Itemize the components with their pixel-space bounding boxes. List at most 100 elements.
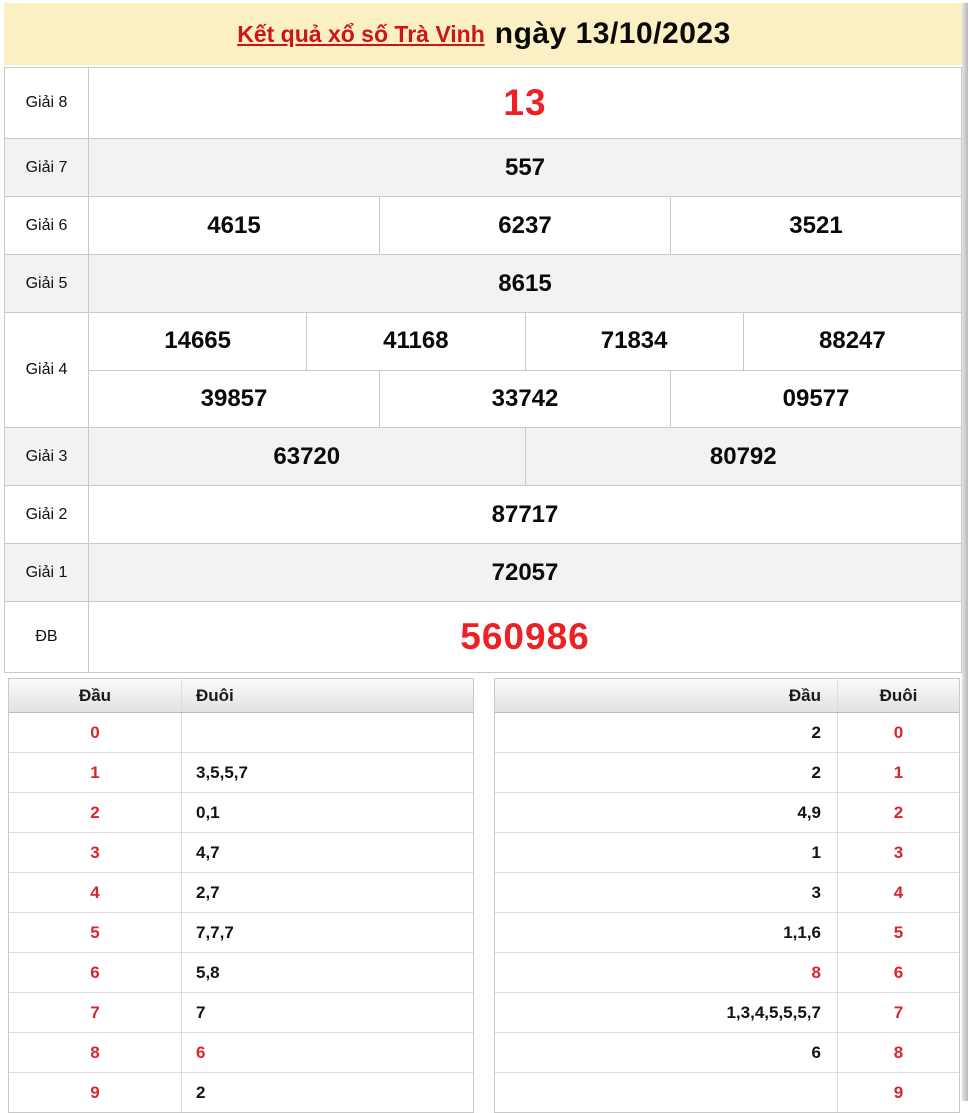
duoi-cell: 6 — [893, 962, 904, 982]
stats-row: 4,9 2 — [495, 792, 959, 832]
duoi-cell: 5,8 — [196, 962, 220, 982]
dau-cell: 0 — [9, 713, 182, 752]
duoi-cell: 3 — [893, 842, 904, 862]
lottery-title-link[interactable]: Kết quả xổ số Trà Vinh — [237, 20, 485, 47]
duoi-cell-special: 6 — [196, 1042, 206, 1062]
prize-row-giai-4: Giải 4 14665 41168 71834 88247 39857 337… — [5, 313, 961, 428]
prize-number: 87717 — [491, 500, 559, 528]
dau-cell: 7 — [9, 993, 182, 1032]
prize-row-giai-7: Giải 7 557 — [5, 139, 961, 197]
duoi-cell: 4 — [893, 882, 904, 902]
prize-number: 09577 — [670, 370, 961, 427]
stats-row: 6 5,8 — [9, 952, 473, 992]
dau-cell — [495, 1073, 838, 1112]
stats-row: 9 2 — [9, 1072, 473, 1112]
draw-date-text: ngày 13/10/2023 — [494, 17, 731, 50]
stats-header-row: Đầu Đuôi — [495, 679, 959, 713]
results-title-bar: Kết quả xổ số Trà Vinh ngày 13/10/2023 — [4, 3, 964, 65]
special-prize-number: 560986 — [460, 616, 590, 657]
prize-label: Giải 3 — [5, 428, 89, 485]
duoi-cell: 3,5,5,7 — [196, 762, 248, 782]
dau-header: Đầu — [9, 679, 182, 712]
stats-row: 8 6 — [495, 952, 959, 992]
duoi-cell: 9 — [893, 1082, 904, 1102]
stats-row: 9 — [495, 1072, 959, 1112]
duoi-cell: 0,1 — [196, 802, 220, 822]
prize-number: 33742 — [379, 370, 670, 427]
prize-label: Giải 4 — [5, 313, 89, 427]
dau-cell: 8 — [9, 1033, 182, 1072]
prize-number: 14665 — [164, 327, 231, 355]
prize-number: 39857 — [200, 384, 268, 412]
duoi-cell: 2,7 — [196, 882, 220, 902]
stats-row: 8 6 — [9, 1032, 473, 1072]
prize-number: 8615 — [498, 269, 552, 297]
dau-cell: 1 — [9, 753, 182, 792]
prize-number: 557 — [504, 153, 546, 181]
dau-cell: 2 — [495, 753, 838, 792]
duoi-header: Đuôi — [879, 685, 918, 705]
prize-results-table: Giải 8 13 Giải 7 557 Giải 6 4615 6237 35… — [4, 67, 962, 673]
stats-row: 3 4,7 — [9, 832, 473, 872]
stats-header-row: Đầu Đuôi — [9, 679, 473, 713]
prize-number: 3521 — [670, 197, 961, 254]
duoi-cell: 2 — [893, 802, 904, 822]
duoi-cell: 4,7 — [196, 842, 220, 862]
prize-number: 13 — [503, 82, 547, 123]
duoi-cell: 1 — [893, 762, 904, 782]
duoi-cell: 8 — [893, 1042, 904, 1062]
prize-label: Giải 1 — [5, 544, 89, 601]
prize-number: 63720 — [273, 442, 341, 470]
duoi-cell: 5 — [893, 922, 904, 942]
prize-row-db: ĐB 560986 — [5, 602, 961, 673]
prize-number: 80792 — [524, 428, 962, 485]
dau-cell: 5 — [9, 913, 182, 952]
prize-label: Giải 5 — [5, 255, 89, 312]
prize-row-giai-8: Giải 8 13 — [5, 68, 961, 139]
stats-table-left: Đầu Đuôi 0 1 3,5,5,7 2 0,1 3 4,7 4 2,7 5… — [8, 678, 474, 1113]
dau-cell: 3 — [9, 833, 182, 872]
stats-row: 1 3,5,5,7 — [9, 752, 473, 792]
dau-cell: 2 — [495, 713, 838, 752]
dau-header: Đầu — [495, 679, 838, 712]
dau-cell: 9 — [9, 1073, 182, 1112]
scrollbar-track[interactable] — [962, 3, 968, 1101]
stats-row: 2 0 — [495, 713, 959, 752]
duoi-cell: 0 — [893, 722, 904, 742]
dau-cell: 6 — [9, 953, 182, 992]
duoi-cell: 2 — [196, 1082, 206, 1102]
prize-row-giai-2: Giải 2 87717 — [5, 486, 961, 544]
stats-table-right: Đầu Đuôi 2 0 2 1 4,9 2 1 3 3 4 1,1,6 5 8 — [494, 678, 960, 1113]
prize-number: 6237 — [379, 197, 670, 254]
prize-number: 4615 — [207, 211, 261, 239]
prize-row-giai-6: Giải 6 4615 6237 3521 — [5, 197, 961, 255]
duoi-cell: 7 — [893, 1002, 904, 1022]
stats-row: 1 3 — [495, 832, 959, 872]
duoi-header: Đuôi — [196, 685, 234, 705]
stats-row: 3 4 — [495, 872, 959, 912]
dau-cell: 6 — [495, 1033, 838, 1072]
duoi-cell: 7 — [196, 1002, 206, 1022]
dau-cell: 1,1,6 — [495, 913, 838, 952]
stats-row: 1,3,4,5,5,5,7 7 — [495, 992, 959, 1032]
stats-row: 2 1 — [495, 752, 959, 792]
prize-row-giai-5: Giải 5 8615 — [5, 255, 961, 313]
stats-row: 7 7 — [9, 992, 473, 1032]
prize-number: 71834 — [524, 313, 743, 370]
prize-number: 88247 — [742, 313, 961, 370]
prize-row-giai-3: Giải 3 63720 80792 — [5, 428, 961, 486]
dau-cell: 1 — [495, 833, 838, 872]
dau-cell: 4 — [9, 873, 182, 912]
stats-row: 2 0,1 — [9, 792, 473, 832]
prize-label: Giải 8 — [5, 68, 89, 138]
prize-label: Giải 7 — [5, 139, 89, 196]
stats-row: 6 8 — [495, 1032, 959, 1072]
stats-row: 0 — [9, 713, 473, 752]
stats-row: 4 2,7 — [9, 872, 473, 912]
stats-row: 5 7,7,7 — [9, 912, 473, 952]
dau-cell: 3 — [495, 873, 838, 912]
prize-label: Giải 2 — [5, 486, 89, 543]
prize-number: 41168 — [306, 313, 524, 370]
dau-cell-special: 8 — [495, 953, 838, 992]
dau-cell: 4,9 — [495, 793, 838, 832]
